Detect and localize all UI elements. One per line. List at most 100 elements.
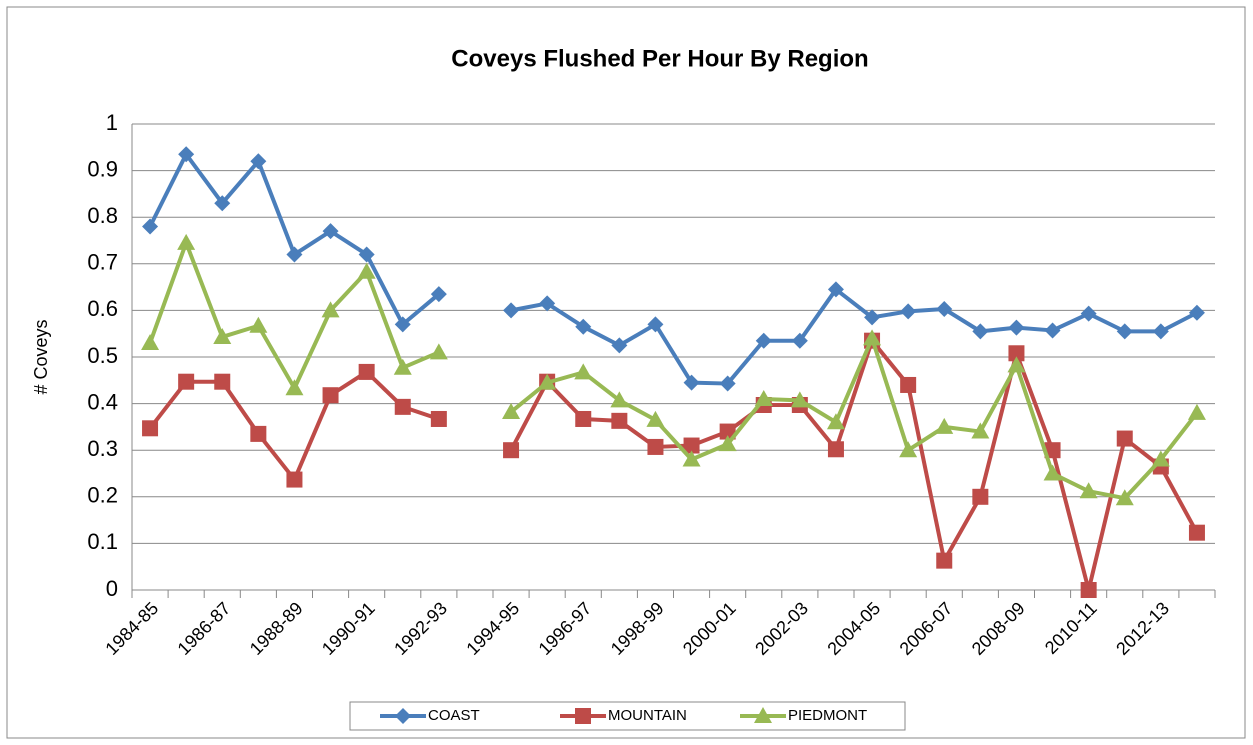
marker (1080, 582, 1097, 598)
marker (1188, 304, 1205, 321)
marker (683, 437, 700, 454)
y-tick-label: 0.2 (87, 483, 118, 508)
marker (249, 316, 268, 333)
chart-title: Coveys Flushed Per Hour By Region (451, 45, 868, 72)
marker (395, 708, 411, 724)
marker (575, 410, 592, 427)
legend: COAST MOUNTAIN PIEDMONT (349, 701, 906, 731)
marker (719, 375, 736, 392)
marker (682, 450, 701, 467)
y-tick-label: 0.5 (87, 343, 118, 368)
marker (321, 301, 340, 318)
marker (900, 376, 917, 393)
marker (1008, 319, 1025, 336)
marker (827, 441, 844, 458)
marker (899, 441, 918, 458)
marker (358, 363, 375, 380)
marker (971, 422, 990, 439)
marker (141, 334, 160, 351)
marker (610, 391, 629, 408)
marker (429, 343, 448, 360)
marker (177, 233, 196, 250)
y-tick-label: 0.9 (87, 156, 118, 181)
marker (574, 363, 593, 380)
marker (285, 379, 304, 396)
chart-border (6, 6, 1246, 739)
marker (1044, 442, 1061, 459)
legend-label: COAST (428, 707, 480, 724)
marker (826, 413, 845, 430)
marker (647, 316, 664, 333)
marker (142, 218, 159, 235)
marker (864, 309, 881, 326)
marker (322, 387, 339, 404)
marker (972, 488, 989, 505)
marker (1043, 464, 1062, 481)
marker (503, 442, 520, 459)
y-tick-label: 0.1 (87, 529, 118, 554)
marker (502, 402, 521, 419)
marker (286, 246, 303, 263)
marker (575, 318, 592, 335)
marker (250, 425, 267, 442)
y-tick-label: 0.6 (87, 296, 118, 321)
marker (394, 316, 411, 333)
y-axis-label: # Coveys (31, 319, 51, 394)
marker (394, 398, 411, 415)
marker (1152, 323, 1169, 340)
legend-label: PIEDMONT (788, 707, 867, 724)
marker (1188, 524, 1205, 541)
marker (358, 246, 375, 263)
marker (250, 153, 267, 170)
marker (935, 417, 954, 434)
marker (286, 471, 303, 488)
marker (430, 286, 447, 303)
marker (755, 332, 772, 349)
marker (393, 358, 412, 375)
marker (357, 262, 376, 279)
marker (611, 412, 628, 429)
marker (936, 552, 953, 569)
marker (213, 327, 232, 344)
marker (754, 707, 772, 723)
y-tick-label: 0.7 (87, 250, 118, 275)
marker (178, 373, 195, 390)
marker (1044, 322, 1061, 339)
marker (178, 146, 195, 163)
marker (863, 329, 882, 346)
marker (647, 438, 664, 455)
marker (430, 410, 447, 427)
marker (972, 323, 989, 340)
y-tick-label: 1 (106, 110, 118, 135)
marker (646, 410, 665, 427)
marker (539, 295, 556, 312)
series-line (510, 287, 1198, 386)
marker (142, 420, 159, 437)
marker (1115, 489, 1134, 506)
marker (575, 708, 591, 724)
y-tick-label: 0.8 (87, 203, 118, 228)
marker (936, 301, 953, 318)
marker (1007, 356, 1026, 373)
marker (214, 195, 231, 212)
marker (1079, 482, 1098, 499)
y-tick-label: 0.3 (87, 436, 118, 461)
marker (754, 389, 773, 406)
marker (1080, 305, 1097, 322)
marker (611, 337, 628, 354)
marker (503, 302, 520, 319)
marker (1116, 430, 1133, 447)
marker (1008, 345, 1025, 362)
marker (1151, 450, 1170, 467)
marker (718, 435, 737, 452)
legend-box (349, 701, 906, 731)
marker (538, 373, 557, 390)
y-tick-label: 0 (106, 576, 118, 601)
marker (790, 391, 809, 408)
legend-label: MOUNTAIN (608, 707, 687, 724)
marker (1187, 403, 1206, 420)
y-tick-label: 0.4 (87, 389, 118, 414)
marker (719, 423, 736, 440)
marker (1116, 323, 1133, 340)
marker (683, 374, 700, 391)
